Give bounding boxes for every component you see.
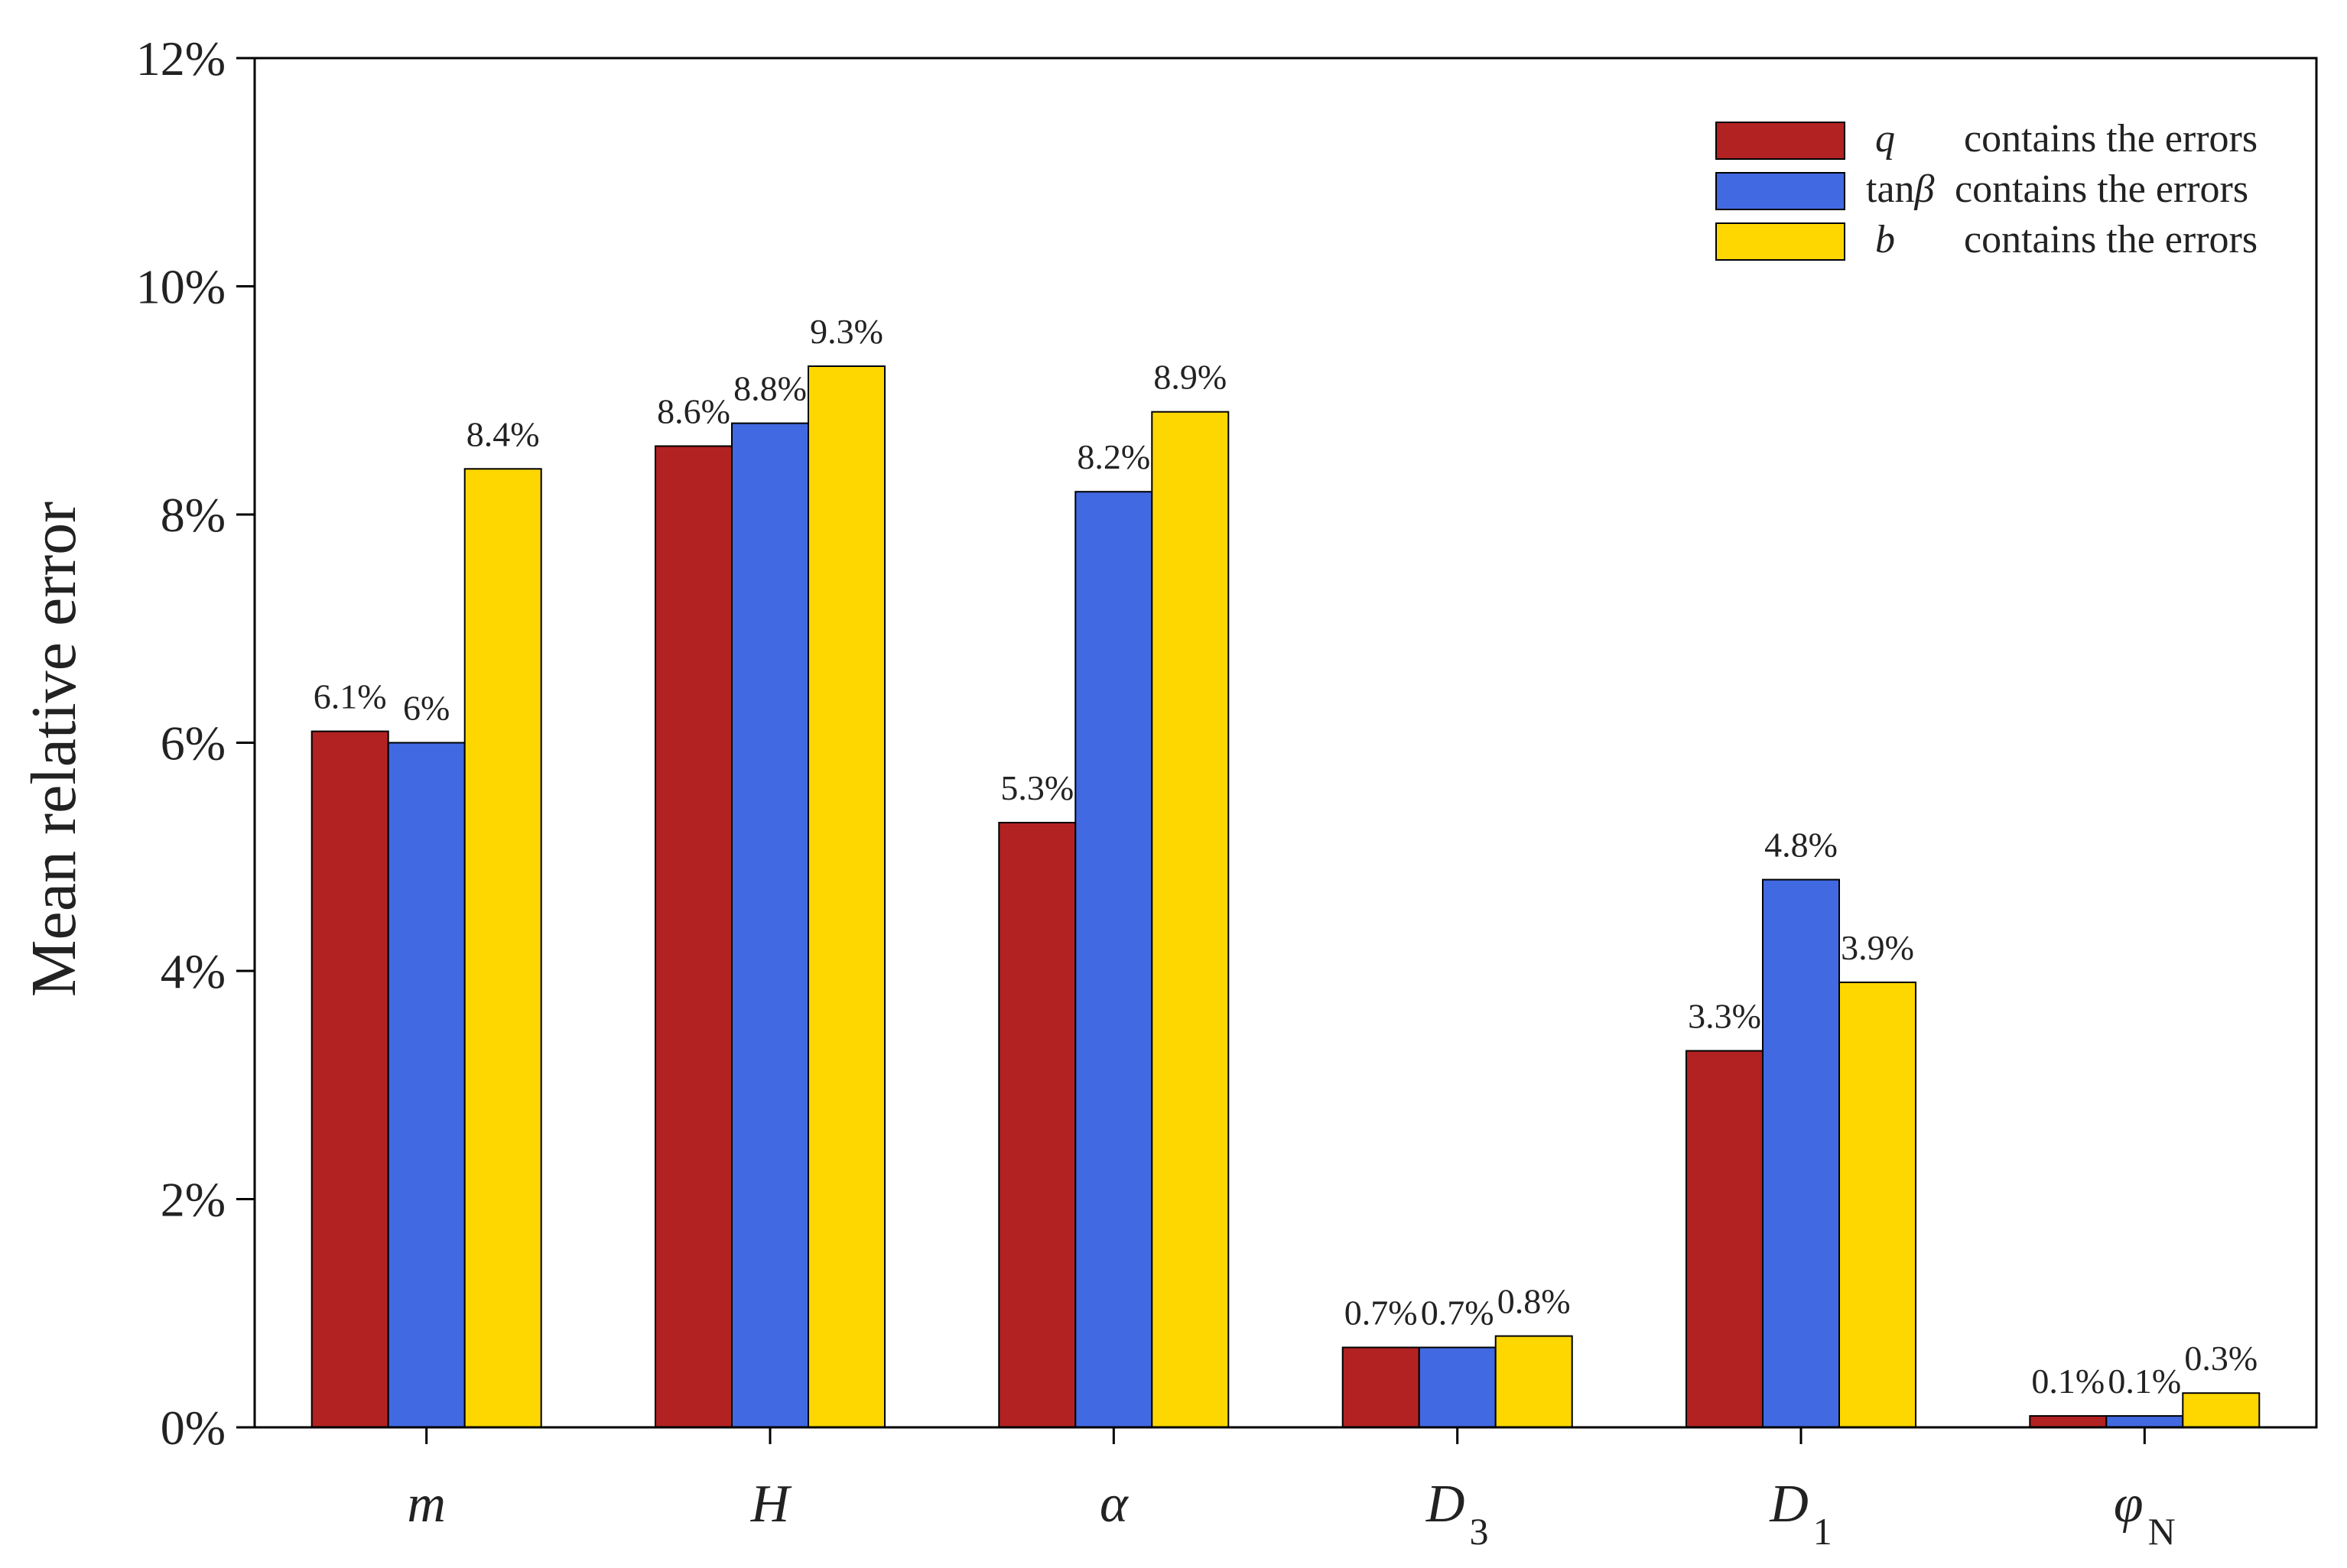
bar-value-label: 0.7%	[1421, 1294, 1494, 1333]
x-tick-label: α	[1100, 1475, 1129, 1534]
legend-symbol: q	[1875, 117, 1895, 161]
bar-value-label: 8.8%	[733, 369, 807, 408]
x-tick-label: m	[407, 1475, 446, 1534]
legend-symbol: tanβ	[1866, 167, 1935, 211]
legend-swatch	[1715, 172, 1845, 210]
y-tick-label: 8%	[161, 488, 226, 542]
bar-4-1	[1762, 878, 1840, 1428]
bar-value-label: 8.6%	[657, 392, 730, 431]
bar-value-label: 6%	[403, 689, 450, 728]
bar-2-2	[1151, 411, 1230, 1429]
bar-0-0	[310, 730, 389, 1428]
bar-5-0	[2029, 1415, 2108, 1428]
bar-labels-layer: 6.1% 6%8.4%8.6%8.8%9.3%5.3%8.2%8.9%0.7% 0.…	[314, 312, 2258, 1401]
bar-value-label: 9.3%	[810, 312, 883, 351]
legend-label: contains the errors	[1955, 167, 2248, 211]
bar-3-2	[1494, 1335, 1573, 1428]
bars-layer	[310, 365, 2261, 1429]
bar-2-1	[1074, 491, 1153, 1429]
bar-5-2	[2182, 1392, 2261, 1428]
legend-label: contains the errors	[1964, 117, 2258, 161]
bar-1-2	[808, 365, 886, 1428]
bar-3-0	[1341, 1346, 1420, 1428]
bar-value-label: 8.9%	[1153, 358, 1227, 397]
bar-value-label: 0.3%	[2184, 1339, 2258, 1378]
bar-4-0	[1685, 1050, 1764, 1428]
legend-swatch	[1715, 122, 1845, 160]
bar-1-1	[731, 422, 809, 1428]
bar-value-label: 0.8%	[1497, 1282, 1571, 1321]
y-axis-title: Mean relative error	[18, 502, 89, 997]
bar-3-1	[1418, 1346, 1497, 1428]
legend-label: contains the errors	[1964, 218, 2258, 261]
bar-value-label: 0.1%	[2031, 1362, 2105, 1401]
bar-2-0	[998, 822, 1077, 1428]
bar-1-0	[655, 445, 733, 1428]
bar-4-2	[1838, 981, 1916, 1428]
bar-value-label: 8.4%	[466, 414, 540, 453]
bar-value-label: 0.7%	[1344, 1294, 1418, 1333]
y-tick-label: 12%	[136, 31, 226, 86]
bar-value-label: 4.8%	[1764, 826, 1838, 865]
bar-0-2	[463, 468, 542, 1428]
y-tick-label: 0%	[161, 1401, 226, 1455]
y-tick-label: 4%	[161, 944, 226, 998]
legend-swatch	[1715, 222, 1845, 261]
x-tick-label: H	[750, 1475, 792, 1534]
bar-value-label: 0.1%	[2108, 1362, 2181, 1401]
bar-value-label: 3.3%	[1688, 997, 1761, 1036]
legend-symbol: b	[1875, 218, 1895, 261]
plot-frame	[253, 57, 2318, 1429]
y-tick-label: 2%	[161, 1173, 226, 1227]
bar-value-label: 6.1%	[314, 677, 387, 716]
bar-value-label: 8.2%	[1077, 437, 1150, 476]
bar-value-label: 3.9%	[1841, 928, 1914, 967]
bar-0-1	[387, 742, 466, 1428]
bar-5-1	[2105, 1415, 2184, 1428]
y-tick-label: 6%	[161, 716, 226, 771]
y-tick-label: 10%	[136, 260, 226, 314]
legend: q contains the errors tanβ contains the err…	[1715, 117, 2258, 261]
bar-value-label: 5.3%	[1000, 768, 1074, 807]
